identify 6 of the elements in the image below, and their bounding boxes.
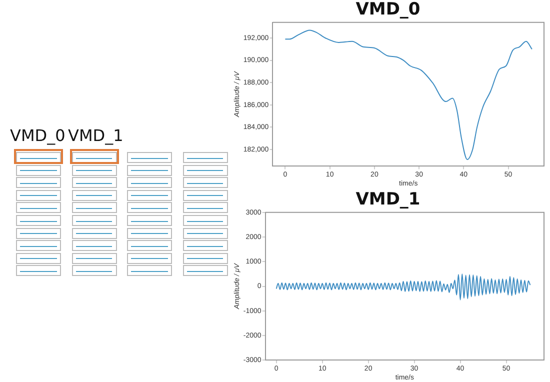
chart-title: VMD_0 — [356, 0, 420, 20]
text: VMD_0 — [10, 126, 66, 145]
line-series — [276, 273, 531, 300]
text: VMD_1 — [68, 126, 124, 145]
line-series — [284, 30, 532, 160]
chart-title: VMD_1 — [356, 190, 420, 210]
